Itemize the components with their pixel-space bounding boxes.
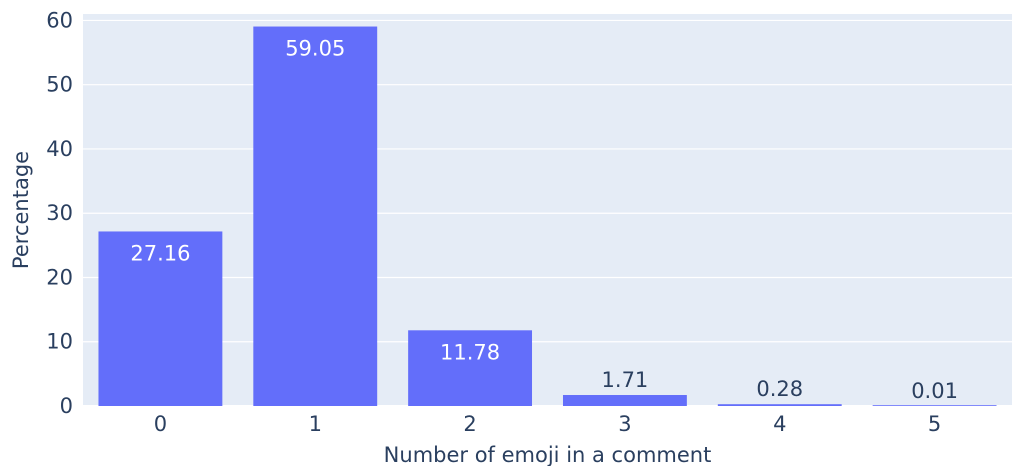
bar-4: [717, 404, 842, 406]
y-tick-label: 40: [46, 137, 73, 161]
x-tick-label: 2: [463, 412, 476, 436]
x-tick-label: 5: [928, 412, 941, 436]
x-tick-label: 4: [773, 412, 786, 436]
x-tick-label: 1: [309, 412, 322, 436]
x-axis-ticks: 0 1 2 3 4 5: [154, 412, 942, 436]
y-tick-label: 50: [46, 73, 73, 97]
data-label-4: 0.28: [756, 377, 803, 401]
data-labels: 27.16 59.05 11.78 1.71 0.28 0.01: [130, 37, 958, 403]
data-label-3: 1.71: [602, 368, 649, 392]
plot-background: [83, 14, 1012, 406]
data-label-2: 11.78: [440, 340, 500, 364]
y-axis-ticks: 0 10 20 30 40 50 60: [46, 8, 73, 418]
data-label-1: 59.05: [285, 37, 345, 61]
gridlines: [83, 19, 1012, 407]
bar-2: [408, 330, 533, 406]
bars: [98, 26, 997, 406]
bar-3: [562, 395, 687, 406]
y-tick-label: 10: [46, 330, 73, 354]
bar-1: [253, 26, 378, 406]
y-tick-label: 60: [46, 8, 73, 32]
x-axis-title: Number of emoji in a comment: [384, 443, 712, 466]
bar-5: [872, 405, 997, 406]
data-label-5: 0.01: [911, 379, 958, 403]
y-tick-label: 20: [46, 265, 73, 289]
y-axis-title: Percentage: [9, 151, 33, 269]
x-tick-label: 0: [154, 412, 167, 436]
data-label-0: 27.16: [130, 241, 190, 265]
y-tick-label: 30: [46, 201, 73, 225]
x-tick-label: 3: [618, 412, 631, 436]
y-tick-label: 0: [60, 394, 73, 418]
bar-0: [98, 231, 223, 406]
